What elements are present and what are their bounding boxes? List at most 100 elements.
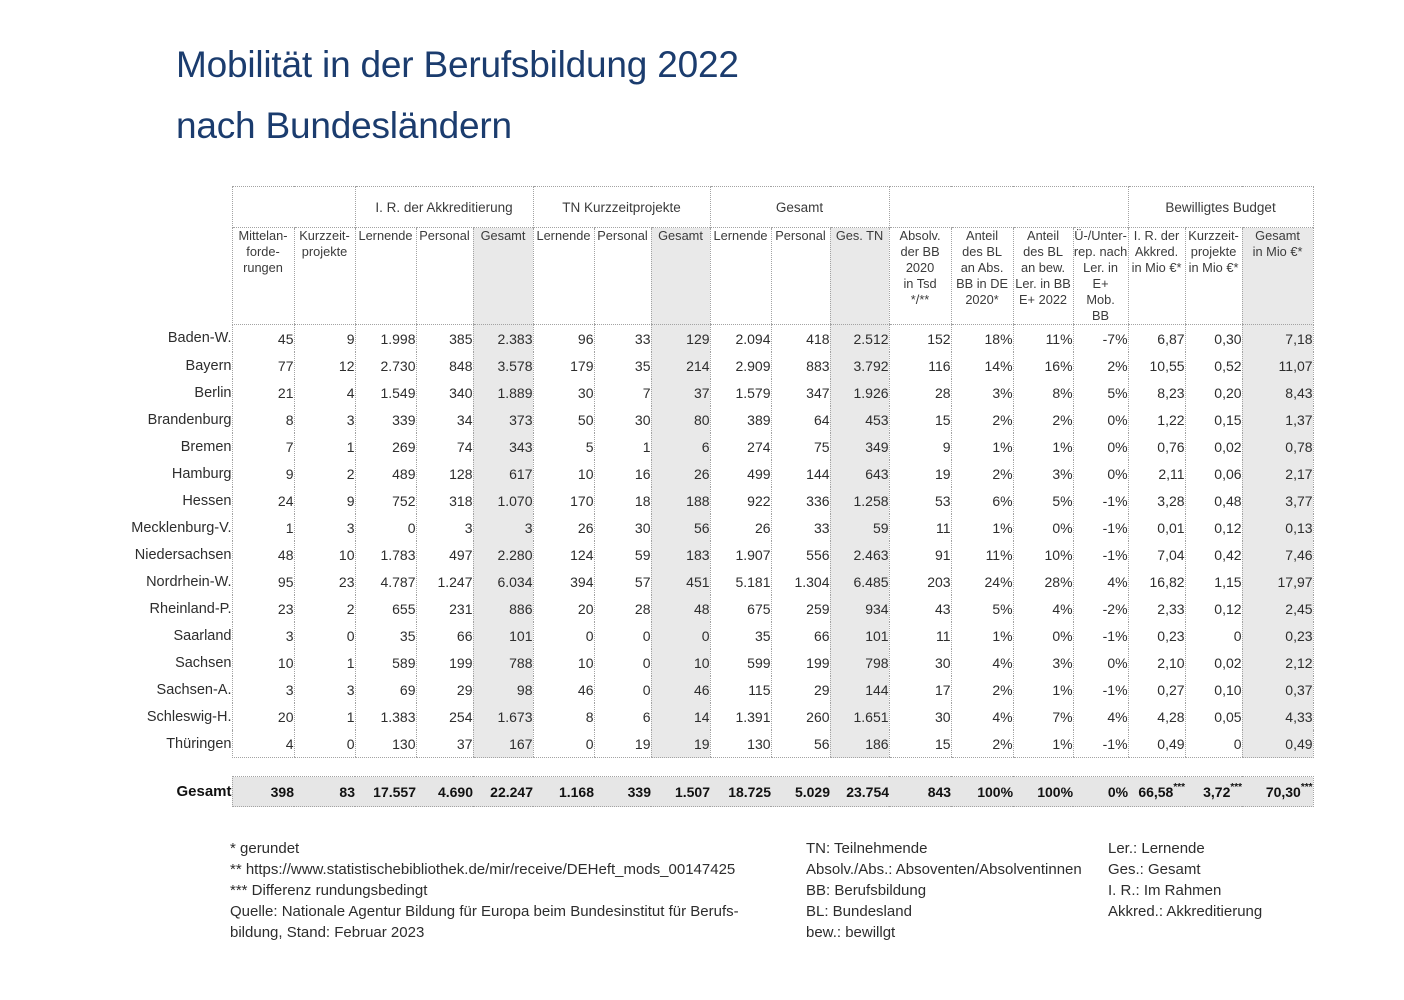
footnote-line: ** https://www.statistischebibliothek.de… — [230, 861, 736, 878]
footnotes-left: * gerundet ** https://www.statistischebib… — [230, 838, 805, 943]
cell: 5.181 — [709, 568, 772, 595]
cell: 3 — [293, 514, 355, 541]
cell: 343 — [472, 433, 533, 460]
column-header: Ü-/Unter- rep. nach Ler. in E+ Mob. BB — [1072, 227, 1129, 325]
cell: 129 — [650, 324, 711, 352]
cell: 10 — [532, 649, 594, 676]
cell: 1.907 — [709, 541, 772, 568]
cell: 74 — [415, 433, 473, 460]
cell: 2% — [950, 730, 1014, 758]
cell: 10 — [532, 460, 594, 487]
column-header: Personal — [770, 227, 831, 325]
total-row: Gesamt 398 83 17.557 4.690 22.247 1.168 339 1.50… — [128, 776, 1314, 807]
cell: 80 — [650, 406, 711, 433]
cell: 0 — [593, 649, 651, 676]
column-header: Lernende — [354, 227, 416, 325]
cell: 7% — [1012, 703, 1074, 730]
cell: 1.304 — [770, 568, 831, 595]
total-cell: 0% — [1073, 776, 1129, 807]
cell: 617 — [472, 460, 533, 487]
row-label: Niedersachsen — [128, 541, 232, 568]
column-header: Gesamt — [650, 227, 711, 325]
cell: 453 — [829, 406, 890, 433]
cell: 0% — [1072, 460, 1129, 487]
cell: 1.889 — [472, 379, 533, 406]
cell: 17 — [888, 676, 952, 703]
cell: 0,15 — [1184, 406, 1243, 433]
cell: 0,49 — [1127, 730, 1186, 758]
cell: 0,12 — [1184, 595, 1243, 622]
cell: 0,06 — [1184, 460, 1243, 487]
row-label: Schleswig-H. — [128, 703, 232, 730]
cell: 1.579 — [709, 379, 772, 406]
cell: 269 — [354, 433, 416, 460]
cell: 1,15 — [1184, 568, 1243, 595]
cell: 1.549 — [354, 379, 416, 406]
cell: 19 — [888, 460, 952, 487]
table-row: Thüringen 4 0 130 37 167 0 19 19 130 56 186 15 2% 1% -1… — [128, 730, 1314, 758]
cell: 59 — [829, 514, 890, 541]
cell: 3,77 — [1241, 487, 1314, 514]
cell: 5% — [950, 595, 1014, 622]
cell: 1 — [293, 703, 355, 730]
row-label: Rheinland-P. — [128, 595, 232, 622]
total-cell: 4.690 — [416, 776, 473, 807]
cell: 26 — [650, 460, 711, 487]
footnote-line: TN: Teilnehmende — [806, 840, 928, 857]
cell: 30 — [593, 514, 651, 541]
cell: 2.512 — [829, 324, 890, 352]
cell: 214 — [650, 352, 711, 379]
cell: 1 — [593, 433, 651, 460]
cell: 96 — [532, 324, 594, 352]
column-header: Mittelan- forde- rungen — [231, 227, 294, 325]
column-header: Personal — [593, 227, 651, 325]
cell: 788 — [472, 649, 533, 676]
group-header: Bewilligtes Budget — [1127, 186, 1314, 228]
cell: 0 — [293, 730, 355, 758]
cell: 19 — [650, 730, 711, 758]
cell: 130 — [709, 730, 772, 758]
cell: 3 — [231, 622, 294, 649]
cell: 4% — [1012, 595, 1074, 622]
cell: 1.383 — [354, 703, 416, 730]
cell: 0,27 — [1127, 676, 1186, 703]
cell: 2,45 — [1241, 595, 1314, 622]
cell: 0,05 — [1184, 703, 1243, 730]
cell: 848 — [415, 352, 473, 379]
label-spacer — [128, 186, 232, 228]
cell: 4,33 — [1241, 703, 1314, 730]
cell: 336 — [770, 487, 831, 514]
cell: 2,33 — [1127, 595, 1186, 622]
cell: 43 — [888, 595, 952, 622]
cell: 20 — [532, 595, 594, 622]
total-cell: 18.725 — [710, 776, 772, 807]
cell: 34 — [415, 406, 473, 433]
cell: 1% — [950, 622, 1014, 649]
cell: 274 — [709, 433, 772, 460]
cell: 934 — [829, 595, 890, 622]
cell: 0,12 — [1184, 514, 1243, 541]
table-row: Bayern 77 12 2.730 848 3.578 179 35 214 2.909 883 3… — [128, 352, 1314, 379]
row-label: Bayern — [128, 352, 232, 379]
cell: 95 — [231, 568, 294, 595]
cell: 8,43 — [1241, 379, 1314, 406]
footnote-line: I. R.: Im Rahmen — [1108, 882, 1222, 899]
cell: 231 — [415, 595, 473, 622]
cell: 186 — [829, 730, 890, 758]
table-row: Hamburg 9 2 489 128 617 10 16 26 499 144 643 19 2% 3% 0… — [128, 460, 1314, 487]
table-row: Mecklenburg-V. 1 3 0 3 3 26 30 56 26 33 59 11 1% 0% -1%… — [128, 514, 1314, 541]
cell: -1% — [1072, 676, 1129, 703]
cell: 1% — [950, 514, 1014, 541]
cell: 5 — [532, 433, 594, 460]
cell: 4% — [1072, 568, 1129, 595]
cell: 599 — [709, 649, 772, 676]
table-row: Baden-W. 45 9 1.998 385 2.383 96 33 129 2.094 418 2… — [128, 324, 1314, 352]
cell: 24 — [231, 487, 294, 514]
column-header-row: Mittelan- forde- rungen Kurzzeit- projekt… — [128, 227, 1314, 325]
total-cell: 100% — [951, 776, 1014, 807]
mobility-table: I. R. der Akkreditierung TN Kurzzeitproje… — [128, 186, 1314, 807]
cell: 655 — [354, 595, 416, 622]
cell: 7 — [231, 433, 294, 460]
cell: 20 — [231, 703, 294, 730]
cell: 0 — [1184, 622, 1243, 649]
